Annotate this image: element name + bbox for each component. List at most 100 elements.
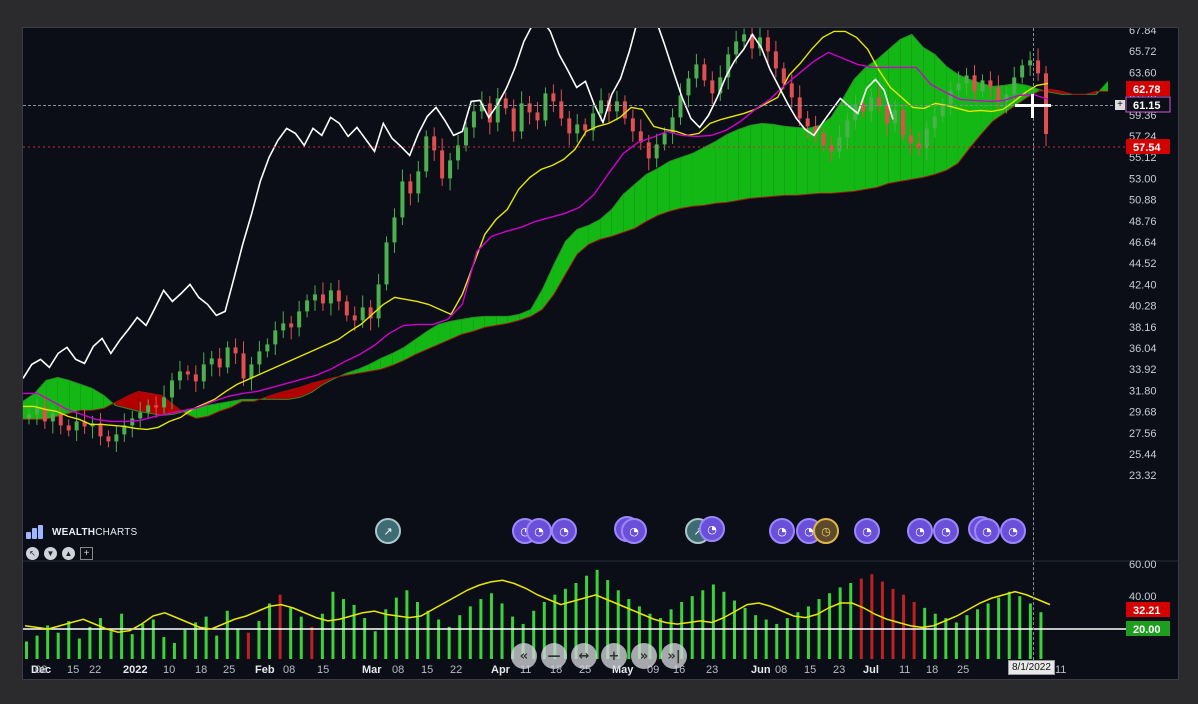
price-tick-label: 44.52 (1129, 258, 1157, 270)
osc-bar (976, 609, 980, 659)
dividend-event-icon[interactable]: ◔ (769, 518, 795, 544)
date-tick-label: Dec (31, 664, 51, 676)
candle-body (781, 68, 786, 84)
osc-bar (194, 622, 198, 659)
osc-bar (204, 616, 208, 659)
zoom-in-icon[interactable]: + (601, 643, 627, 669)
crosshair-horizontal (23, 105, 1123, 106)
candle-body (662, 133, 667, 145)
candle-body (837, 137, 842, 152)
osc-bar (849, 583, 853, 659)
osc-bar (902, 594, 906, 659)
candle-body (773, 51, 778, 69)
candle-body (336, 290, 341, 302)
dividend-event-icon[interactable]: ◔ (854, 518, 880, 544)
main-chart[interactable]: 67.8465.7263.6061.4859.3657.2455.1253.00… (23, 28, 1178, 679)
triangle-down-icon[interactable]: ▼ (44, 547, 57, 560)
earnings-event-icon[interactable]: ◷ (813, 518, 839, 544)
scroll-to-end-icon[interactable]: »| (661, 643, 687, 669)
cloud-segment (196, 405, 208, 419)
candle-body (535, 112, 540, 121)
cloud-segment (126, 391, 139, 412)
candle-body (257, 351, 262, 365)
dividend-event-icon[interactable]: ◔ (1000, 518, 1026, 544)
osc-bar (500, 603, 504, 659)
triangle-up-icon[interactable]: ▲ (62, 547, 75, 560)
cloud-segment (438, 321, 451, 345)
candle-body (710, 80, 715, 94)
candle-body (408, 181, 413, 194)
date-tick-label: 08 (35, 664, 47, 676)
osc-bar (563, 588, 567, 659)
date-tick-label: Jun (751, 664, 771, 676)
candle-body (495, 98, 500, 123)
dividend-event-icon[interactable]: ◔ (526, 518, 552, 544)
date-tick-label: 22 (89, 664, 101, 676)
date-tick-label: 08 (392, 664, 404, 676)
candle-body (1028, 60, 1033, 66)
add-panel-button[interactable]: + (80, 547, 93, 560)
date-tick-label: 25 (223, 664, 235, 676)
osc-bar (447, 626, 451, 659)
osc-bar (595, 569, 599, 659)
cloud-segment (981, 83, 993, 135)
candle-body (829, 145, 834, 152)
dividend-event-icon[interactable]: ◔ (907, 518, 933, 544)
scroll-left-fast-icon[interactable]: « (511, 643, 537, 669)
osc-bar (585, 575, 589, 659)
osc-bar (183, 629, 187, 659)
candle-body (82, 421, 87, 427)
cloud-segment (773, 124, 785, 197)
cloud-segment (623, 184, 635, 233)
cloud-segment (507, 314, 520, 324)
price-axis-panel (1126, 28, 1178, 564)
dividend-event-icon[interactable]: ◔ (933, 518, 959, 544)
add-alert-button[interactable]: + (1115, 100, 1125, 110)
cloud-segment (957, 74, 970, 164)
osc-bar (923, 607, 927, 659)
candle-body (654, 144, 659, 159)
dividend-event-icon[interactable]: ◔ (621, 518, 647, 544)
cloud-segment (403, 339, 416, 361)
date-tick-label: 11 (1055, 664, 1066, 676)
osc-bar (511, 616, 515, 659)
pointer-icon[interactable]: ↖ (26, 547, 39, 560)
cloud-segment (415, 331, 427, 355)
candle-body (440, 150, 445, 179)
dividend-event-icon[interactable]: ◔ (699, 516, 725, 542)
date-tick-label: 08 (775, 664, 787, 676)
scroll-right-fast-icon[interactable]: » (631, 643, 657, 669)
date-tick-label: 11 (899, 664, 910, 676)
price-tick-label: 46.64 (1129, 237, 1157, 249)
crosshair-cursor-icon (1015, 94, 1051, 118)
cloud-segment (565, 229, 578, 275)
candle-body (193, 374, 198, 382)
osc-bar (415, 602, 419, 659)
dividend-event-icon[interactable]: ◔ (974, 518, 1000, 544)
osc-bar (278, 594, 282, 659)
osc-bar (130, 634, 134, 659)
dividend-event-icon[interactable]: ◔ (551, 518, 577, 544)
osc-bar (215, 635, 219, 659)
candle-body (527, 103, 532, 113)
candle-body (66, 425, 71, 431)
candle-body (424, 136, 429, 172)
candle-body (26, 414, 31, 419)
candle-body (686, 78, 691, 96)
candle-body (901, 110, 906, 136)
zoom-out-icon[interactable]: — (541, 643, 567, 669)
candle-body (622, 101, 627, 119)
candle-body (861, 104, 866, 112)
cloud-segment (934, 54, 947, 175)
candle-body (146, 405, 151, 413)
candle-body (742, 34, 747, 42)
candle-body (185, 371, 190, 375)
fit-width-icon[interactable]: ↔ (571, 643, 597, 669)
cloud-segment (553, 241, 566, 295)
osc-bar (352, 604, 356, 659)
chart-frame[interactable]: 67.8465.7263.6061.4859.3657.2455.1253.00… (22, 27, 1179, 680)
trend-event-icon[interactable]: ↗ (375, 518, 401, 544)
candle-body (630, 118, 635, 132)
candle-body (297, 311, 302, 328)
osc-bar (880, 581, 884, 659)
